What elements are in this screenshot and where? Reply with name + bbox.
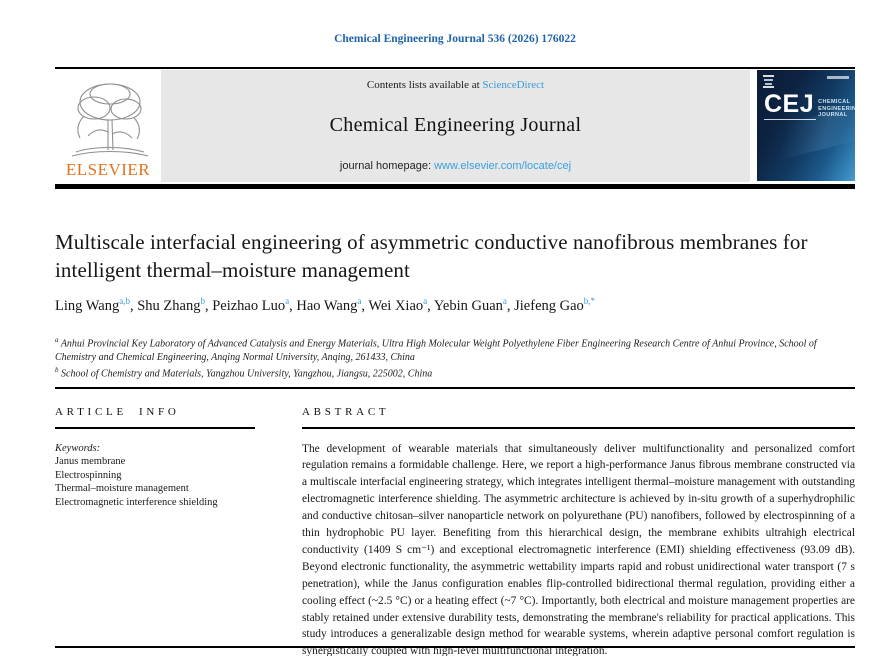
header-top-rule xyxy=(55,67,855,69)
author: Yebin Guana, xyxy=(433,296,515,314)
author-list: Ling Wanga,b, Shu Zhangb, Peizhao Luoa, … xyxy=(55,296,855,315)
journal-banner: Contents lists available at ScienceDirec… xyxy=(161,70,750,182)
affiliation-item: b School of Chemistry and Materials, Yan… xyxy=(55,366,433,380)
contents-prefix: Contents lists available at xyxy=(366,79,483,91)
author-affil-sup: a xyxy=(285,296,290,306)
author: Shu Zhangb, xyxy=(137,296,213,314)
author: Peizhao Luoa, xyxy=(212,296,297,314)
contents-line: Contents lists available at ScienceDirec… xyxy=(367,79,544,91)
journal-header: ELSEVIER Contents lists available at Sci… xyxy=(55,67,855,189)
affiliations: a Anhui Provincial Key Laboratory of Adv… xyxy=(55,334,855,381)
affiliation-item: a Anhui Provincial Key Laboratory of Adv… xyxy=(55,336,817,363)
author: Hao Wanga, xyxy=(296,296,369,314)
article-info-column: ARTICLE INFO Keywords: Janus membrane El… xyxy=(55,406,281,509)
article-info-heading: ARTICLE INFO xyxy=(55,406,180,418)
author: Wei Xiaoa, xyxy=(368,296,434,314)
keyword-item: Thermal–moisture management xyxy=(55,483,189,494)
elsevier-wordmark: ELSEVIER xyxy=(65,160,151,179)
abstract-heading: ABSTRACT xyxy=(302,406,390,418)
elsevier-logo[interactable]: ELSEVIER xyxy=(55,70,161,182)
keyword-item: Electromagnetic interference shielding xyxy=(55,496,218,508)
cover-journal-title: CHEMICAL ENGINEERING JOURNAL xyxy=(818,99,855,118)
homepage-line: journal homepage: www.elsevier.com/locat… xyxy=(340,160,571,172)
abstract-column: ABSTRACT The development of wearable mat… xyxy=(302,406,855,656)
cover-publisher-mark-icon xyxy=(763,75,774,88)
author: Ling Wanga,b, xyxy=(55,296,138,314)
journal-cover-thumbnail[interactable]: CEJ CHEMICAL ENGINEERING JOURNAL xyxy=(757,70,855,181)
journal-name: Chemical Engineering Journal xyxy=(329,114,582,136)
section-top-rule xyxy=(55,387,855,389)
author-affil-sup: a xyxy=(502,296,507,306)
author-affil-sup: a,b xyxy=(119,296,130,306)
keyword-item: Janus membrane xyxy=(55,456,126,467)
abstract-rule xyxy=(302,427,855,429)
author: Jiefeng Gaob,* xyxy=(514,296,596,314)
cover-issue-mark xyxy=(827,76,849,79)
cover-underline-decoration xyxy=(764,119,816,120)
header-bottom-rule xyxy=(55,184,855,189)
citation-line: Chemical Engineering Journal 536 (2026) … xyxy=(334,33,576,45)
author-affil-sup: a xyxy=(423,296,428,306)
corresponding-author-sup[interactable]: b,* xyxy=(583,296,596,306)
author-affil-sup: b xyxy=(200,296,205,306)
homepage-url-link[interactable]: www.elsevier.com/locate/cej xyxy=(434,160,572,172)
article-info-rule xyxy=(55,427,255,429)
cover-initials: CEJ xyxy=(764,90,815,118)
keywords-label: Keywords: xyxy=(55,442,101,454)
page-bottom-rule xyxy=(55,646,855,648)
sciencedirect-link[interactable]: ScienceDirect xyxy=(482,79,545,91)
homepage-label: journal homepage: xyxy=(339,160,435,172)
abstract-text: The development of wearable materials th… xyxy=(302,442,855,656)
author-affil-sup: a xyxy=(357,296,362,306)
article-title: Multiscale interfacial engineering of as… xyxy=(55,230,808,282)
keyword-item: Electrospinning xyxy=(55,469,122,481)
elsevier-tree-icon xyxy=(64,76,152,162)
